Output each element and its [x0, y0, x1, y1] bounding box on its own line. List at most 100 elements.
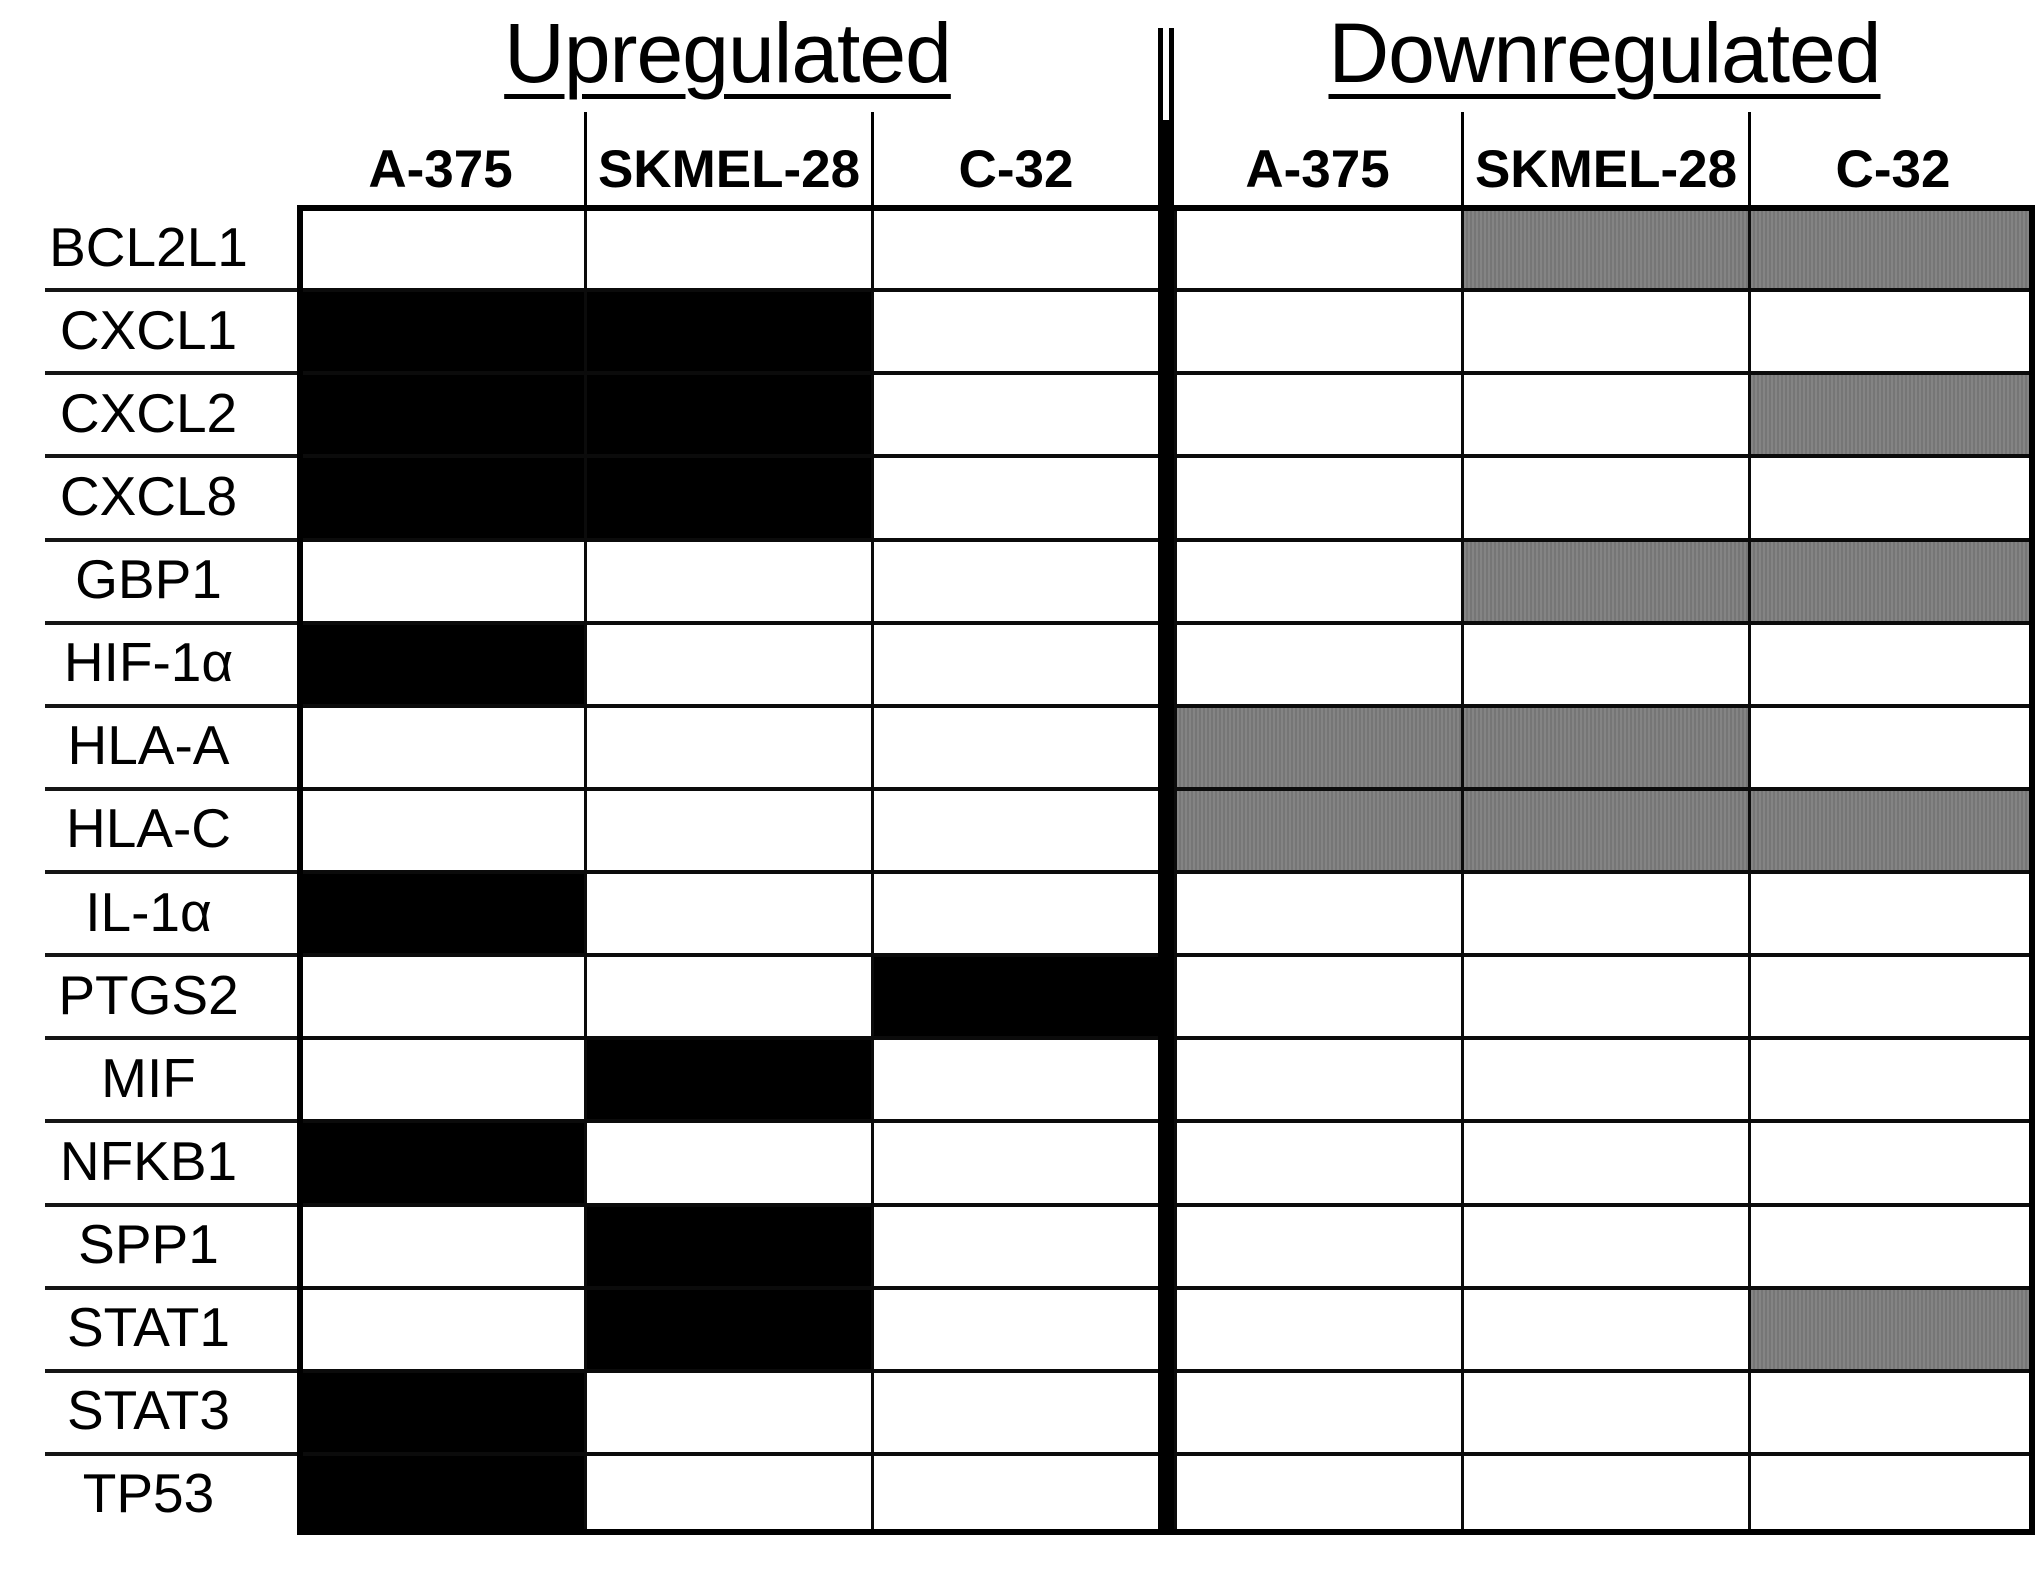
- grid-cell: [297, 703, 584, 787]
- gene-label: HLA-C: [0, 786, 297, 870]
- grid-cell: [1461, 454, 1748, 538]
- grid-cell: [1174, 371, 1461, 455]
- grid-cell: [584, 205, 871, 289]
- grid-cell: [297, 1202, 584, 1286]
- grid-cell: [297, 205, 584, 289]
- grid-cell: [1748, 1285, 2035, 1369]
- grid-cell: [1174, 1202, 1461, 1286]
- grid-cell: [1748, 537, 2035, 621]
- column-header-upregulated-a-375: A-375: [368, 140, 513, 199]
- grid-cell: [584, 1119, 871, 1203]
- gene-label: HLA-A: [0, 703, 297, 787]
- grid-cell: [297, 537, 584, 621]
- gene-label: STAT1: [0, 1285, 297, 1369]
- gene-label: CXCL2: [0, 371, 297, 454]
- grid-cell: [1174, 205, 1461, 289]
- grid-cell: [584, 786, 871, 870]
- section-divider: [1158, 28, 1174, 1535]
- grid-cell: [1748, 205, 2035, 289]
- grid-cell: [1461, 870, 1748, 954]
- grid-cell: [1461, 1285, 1748, 1369]
- grid-cell: [871, 1451, 1158, 1535]
- column-header-downregulated-c-32: C-32: [1748, 112, 2035, 205]
- grid-cell: [1748, 1368, 2035, 1452]
- grid-cell: [871, 870, 1158, 954]
- grid-cell: [1461, 620, 1748, 704]
- grid-cell: [297, 620, 584, 704]
- grid-cell: [1461, 1202, 1748, 1286]
- grid-cell: [297, 1036, 584, 1120]
- grid-cell: [871, 454, 1158, 538]
- grid-cell: [584, 620, 871, 704]
- grid-cell: [297, 953, 584, 1037]
- gene-label: NFKB1: [0, 1119, 297, 1202]
- grid-cell: [1748, 371, 2035, 455]
- header-label-spacer: [0, 112, 297, 205]
- grid-cell: [1461, 1036, 1748, 1120]
- grid-cell: [1174, 288, 1461, 372]
- grid-cell: [871, 1202, 1158, 1286]
- grid-cell: [1461, 1451, 1748, 1535]
- column-header-downregulated-skmel-28: SKMEL-28: [1461, 112, 1748, 205]
- grid-cell: [1174, 786, 1461, 870]
- grid-cell: [584, 288, 871, 372]
- grid-cell: [1174, 1036, 1461, 1120]
- section-title-downregulated: Downregulated: [1328, 6, 1881, 100]
- gene-label: SPP1: [0, 1202, 297, 1286]
- grid-cell: [1174, 454, 1461, 538]
- grid-cell: [297, 454, 584, 538]
- gene-label: IL-1α: [0, 870, 297, 953]
- gene-label: HIF-1α: [0, 620, 297, 704]
- section-divider-double-line-gap: [1163, 28, 1169, 120]
- column-header-upregulated-c-32: C-32: [871, 112, 1158, 205]
- grid-cell: [1461, 786, 1748, 870]
- heatmap-grid: BCL2L1 CXCL1 CXCL2 CXCL8 GBP1 HIF-1α HLA-A HLA-…: [0, 205, 2035, 1535]
- grid-cell: [1461, 703, 1748, 787]
- grid-cell: [297, 870, 584, 954]
- grid-cell: [1461, 1368, 1748, 1452]
- grid-cell: [1174, 537, 1461, 621]
- grid-cell: [1748, 786, 2035, 870]
- grid-cell: [871, 1036, 1158, 1120]
- grid-cell: [1748, 953, 2035, 1037]
- grid-cell: [871, 703, 1158, 787]
- grid-cell: [871, 371, 1158, 455]
- grid-cell: [584, 1202, 871, 1286]
- grid-cell: [584, 1285, 871, 1369]
- grid-cell: [584, 703, 871, 787]
- grid-cell: [297, 1368, 584, 1452]
- grid-cell: [297, 288, 584, 372]
- section-title-upregulated: Upregulated: [504, 6, 952, 100]
- grid-cell: [584, 953, 871, 1037]
- grid-cell: [584, 537, 871, 621]
- grid-cell: [584, 1368, 871, 1452]
- grid-cell: [1174, 703, 1461, 787]
- grid-cell: [1174, 1451, 1461, 1535]
- grid-cell: [584, 870, 871, 954]
- grid-cell: [584, 1036, 871, 1120]
- grid-cell: [1748, 1036, 2035, 1120]
- grid-cell: [871, 620, 1158, 704]
- grid-cell: [871, 1285, 1158, 1369]
- grid-cell: [1748, 620, 2035, 704]
- grid-cell: [1174, 953, 1461, 1037]
- grid-cell: [871, 1368, 1158, 1452]
- grid-cell: [584, 371, 871, 455]
- gene-label: PTGS2: [0, 953, 297, 1036]
- grid-cell: [1748, 288, 2035, 372]
- grid-cell: [297, 1451, 584, 1535]
- grid-cell: [297, 786, 584, 870]
- grid-cell: [584, 1451, 871, 1535]
- grid-cell: [1748, 703, 2035, 787]
- grid-cell: [1461, 537, 1748, 621]
- gene-label: TP53: [0, 1451, 297, 1535]
- gene-label: STAT3: [0, 1368, 297, 1452]
- grid-cell: [297, 1119, 584, 1203]
- gene-label: BCL2L1: [49, 215, 248, 278]
- grid-cell: [871, 205, 1158, 289]
- grid-cell: [1461, 371, 1748, 455]
- grid-cell: [1174, 620, 1461, 704]
- grid-cell: [1748, 1202, 2035, 1286]
- grid-cell: [1174, 1119, 1461, 1203]
- gene-label: CXCL8: [0, 454, 297, 537]
